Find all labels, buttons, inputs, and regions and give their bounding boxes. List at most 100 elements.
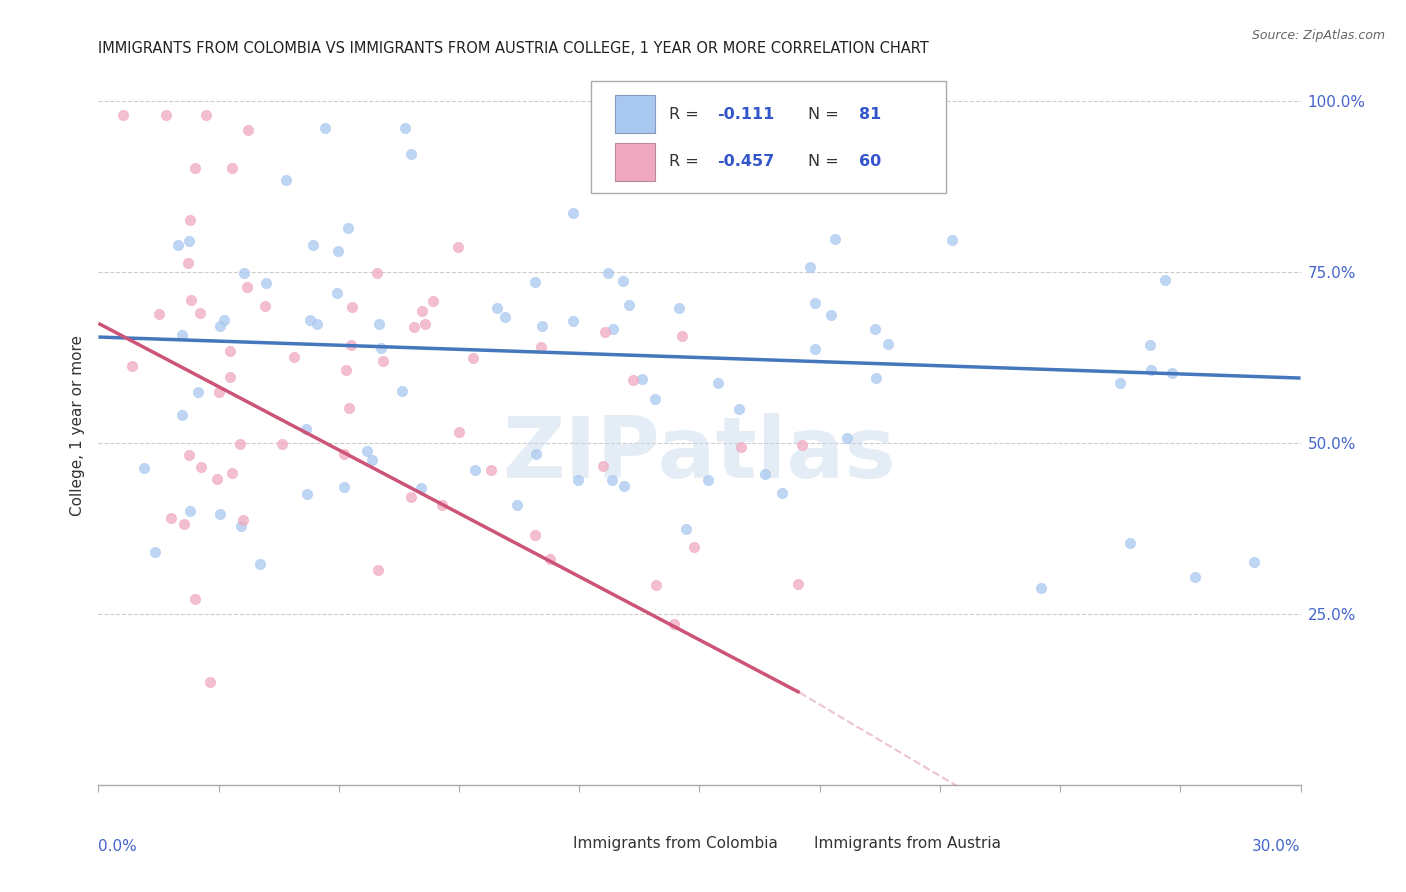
Point [675,522,697,536]
Point [155,108,177,122]
Text: -0.111: -0.111 [717,106,775,121]
Text: IMMIGRANTS FROM COLOMBIA VS IMMIGRANTS FROM AUSTRIA COLLEGE, 1 YEAR OR MORE CORR: IMMIGRANTS FROM COLOMBIA VS IMMIGRANTS F… [98,41,929,56]
Point [449,425,471,439]
Point [941,233,963,247]
Point [187,384,209,399]
Point [696,473,718,487]
Point [177,256,200,270]
Point [595,325,617,339]
Point [208,384,231,399]
Bar [616,144,655,180]
Point [371,354,394,368]
Point [1108,376,1130,391]
Point [399,146,422,161]
Point [356,444,378,458]
Point [754,467,776,482]
Text: N =: N = [807,106,844,121]
Point [143,545,166,559]
Point [274,173,297,187]
Point [212,313,235,327]
Point [804,342,827,356]
Point [232,513,254,527]
Text: N =: N = [807,154,844,169]
Point [370,341,392,355]
Text: 60: 60 [859,154,882,169]
Point [235,280,257,294]
Point [837,431,859,445]
Text: ZIPatlas: ZIPatlas [502,413,897,496]
Point [644,392,666,407]
Point [1119,535,1142,549]
Point [494,310,516,325]
Point [361,453,384,467]
Point [333,480,356,494]
Text: -0.457: -0.457 [717,154,775,169]
Point [337,401,360,416]
Point [479,462,502,476]
Point [531,318,554,333]
Point [523,275,546,289]
Point [340,300,363,314]
Text: 0.0%: 0.0% [98,838,138,854]
Point [612,275,634,289]
Point [876,336,898,351]
Point [524,447,547,461]
Point [824,232,846,246]
Point [205,472,228,486]
Text: Immigrants from Colombia: Immigrants from Colombia [574,837,778,851]
Point [271,436,294,450]
Point [1140,362,1163,376]
Point [662,617,685,632]
Point [326,285,349,300]
Point [179,504,201,518]
Point [254,299,277,313]
Bar [766,830,799,857]
Point [221,466,243,480]
Point [863,322,886,336]
Point [865,371,887,385]
Y-axis label: College, 1 year or more: College, 1 year or more [69,335,84,516]
Bar [526,830,558,857]
Point [596,266,619,280]
Point [295,487,318,501]
Point [236,122,259,136]
Point [621,373,644,387]
Point [486,301,509,315]
Point [326,244,349,259]
Point [190,460,212,475]
Point [229,437,252,451]
Point [283,350,305,364]
Point [600,473,623,487]
Point [173,516,195,531]
Point [134,461,156,475]
Text: 30.0%: 30.0% [1253,838,1301,854]
Text: R =: R = [669,106,704,121]
Point [209,318,232,333]
Point [184,592,207,607]
Point [166,237,188,252]
Point [562,206,585,220]
Point [172,408,194,422]
Point [820,308,842,322]
Point [254,276,277,290]
Point [367,562,389,576]
Point [336,221,359,235]
Text: Source: ZipAtlas.com: Source: ZipAtlas.com [1251,29,1385,42]
Point [619,298,641,312]
Point [411,304,433,318]
Point [1139,338,1161,352]
Point [1154,273,1177,287]
Point [787,577,810,591]
Point [188,306,211,320]
Point [1243,555,1265,569]
Point [401,490,423,504]
Point [301,238,323,252]
Point [409,481,432,495]
Point [422,294,444,309]
Point [671,328,693,343]
Point [179,213,201,227]
Point [121,359,143,374]
Point [858,121,880,136]
Point [404,320,426,334]
Point [219,370,242,384]
